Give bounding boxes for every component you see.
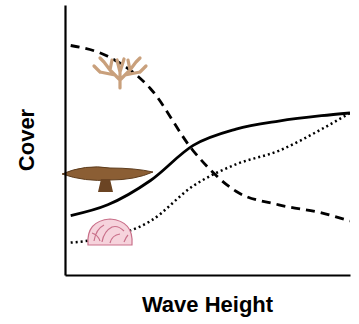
- branching-coral-icon: [94, 58, 146, 88]
- coral-icons: [62, 58, 153, 245]
- branching-coral: [94, 58, 146, 88]
- chart-container: Wave Height Cover: [0, 0, 359, 324]
- x-axis-title: Wave Height: [142, 292, 274, 317]
- series-line: [71, 46, 350, 222]
- axis-line: [66, 274, 351, 276]
- y-axis-title: Cover: [14, 108, 39, 171]
- series-line: [71, 113, 350, 216]
- plot-area: [62, 6, 351, 276]
- chart-svg: Wave Height Cover: [0, 0, 359, 324]
- table-coral-icon: [62, 167, 153, 192]
- brain-coral-icon: [88, 219, 132, 245]
- x-axis: [66, 275, 351, 276]
- table-coral-stem: [98, 179, 113, 192]
- brain-coral-grooves: [92, 225, 128, 243]
- brain-coral-body: [88, 219, 132, 245]
- table-coral-top: [62, 167, 153, 181]
- y-axis: [65, 6, 66, 276]
- lines: [71, 46, 350, 243]
- axis-line: [64, 6, 66, 276]
